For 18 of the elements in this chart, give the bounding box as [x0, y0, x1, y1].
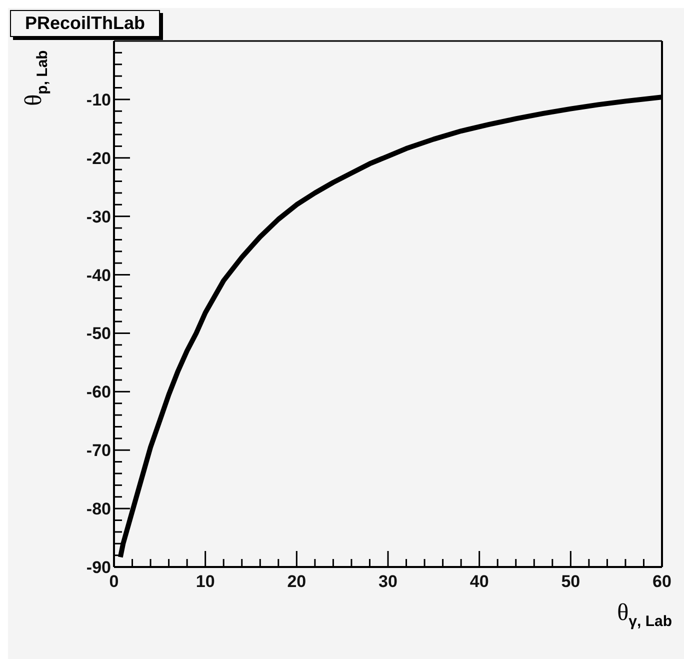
x-axis-title: θ$_{γ, Lab}$ [617, 600, 672, 630]
x-tick-label: 10 [196, 572, 215, 591]
y-tick-label: -20 [86, 148, 111, 168]
x-tick-label: 0 [109, 572, 119, 591]
x-tick-label: 60 [652, 572, 672, 591]
y-tick-label: -10 [86, 90, 111, 110]
x-tick-label: 40 [470, 572, 489, 591]
x-tick-label: 20 [287, 572, 306, 591]
y-tick-label: -60 [86, 382, 111, 402]
x-tick-label: 30 [378, 572, 398, 591]
y-tick-label: -40 [86, 266, 111, 285]
x-tick-label: 50 [561, 572, 580, 591]
y-tick-label: -80 [86, 500, 111, 519]
chart-title: PRecoilThLab [10, 10, 160, 37]
y-tick-label: -30 [86, 207, 111, 226]
y-tick-label: -90 [86, 558, 111, 577]
y-tick-label: -70 [86, 441, 111, 460]
y-tick-label: -50 [86, 324, 111, 344]
